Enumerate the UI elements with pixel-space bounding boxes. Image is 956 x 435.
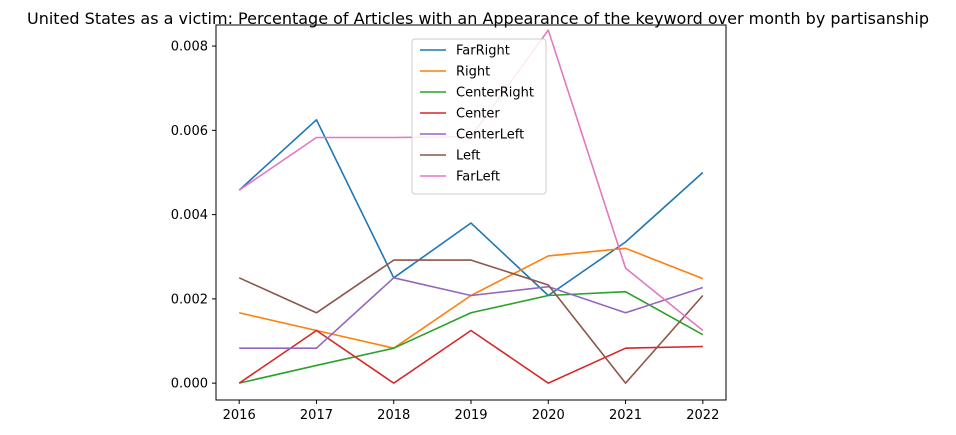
series-line-centerright [239, 290, 704, 384]
y-tick-label: 0.002 [171, 292, 208, 307]
x-tick-label: 2021 [609, 408, 642, 423]
x-tick-label: 2017 [300, 408, 333, 423]
x-tick-label: 2018 [377, 408, 410, 423]
x-tick-label: 2016 [223, 408, 256, 423]
y-axis: 0.000 0.002 0.004 0.006 0.008 [171, 40, 216, 392]
series-line-center [238, 329, 703, 384]
series-line-left [238, 259, 704, 384]
series-line-farright [238, 119, 704, 297]
x-axis: 2016 2017 2018 2019 2020 2021 2022 [223, 400, 719, 423]
x-tick-label: 2020 [532, 408, 565, 423]
y-tick-label: 0.004 [171, 208, 208, 223]
y-tick-label: 0.000 [171, 377, 208, 392]
legend-label-farleft: FarLeft [456, 170, 500, 185]
y-tick-label: 0.008 [171, 40, 208, 55]
y-tick-label: 0.006 [171, 124, 208, 139]
legend: FarRight Right CenterRight Center CenterLeft… [411, 38, 547, 195]
x-tick-label: 2022 [686, 408, 719, 423]
x-tick-label: 2019 [454, 408, 487, 423]
chart-title: United States as a victim: Percentage of… [27, 9, 929, 28]
series-line-centerleft [239, 277, 704, 349]
legend-label-centerleft: CenterLeft [456, 128, 524, 143]
legend-label-left: Left [456, 149, 480, 164]
legend-label-farright: FarRight [456, 44, 510, 59]
series-line-right [239, 247, 704, 349]
legend-label-right: Right [456, 65, 490, 80]
legend-label-centerright: CenterRight [456, 86, 534, 101]
series-layer [238, 29, 704, 384]
legend-label-center: Center [456, 107, 500, 122]
